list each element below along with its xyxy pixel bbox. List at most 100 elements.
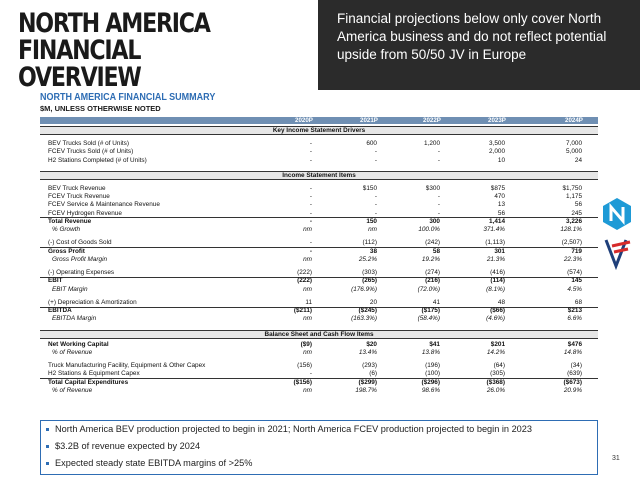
row-value: ($175)	[421, 307, 440, 314]
row-value: 25.2%	[358, 255, 377, 263]
column-header: 2022P	[423, 117, 441, 124]
row-value: 198.7%	[355, 386, 377, 394]
row-label: FCEV Hydrogen Revenue	[48, 209, 122, 217]
row-value: (176.9%)	[351, 285, 377, 293]
row-value: 13.4%	[358, 348, 377, 356]
row-value: -	[309, 148, 312, 156]
row-label: FCEV Service & Maintenance Revenue	[48, 201, 160, 209]
row-value: (34)	[570, 362, 582, 369]
row-value: 470	[494, 193, 505, 200]
row-value: -	[437, 193, 440, 200]
logos	[603, 198, 631, 271]
row-value: (114)	[490, 277, 505, 285]
row-value: 100.0%	[418, 226, 440, 233]
row-value: $41	[429, 340, 440, 348]
bullet-item: North America BEV production projected t…	[45, 424, 533, 434]
logo-stripes	[611, 240, 631, 254]
page-number: 31	[612, 455, 620, 462]
row-value: 300	[429, 217, 440, 225]
row-value: (156)	[297, 362, 312, 369]
row-value: (72.0%)	[417, 285, 440, 293]
row-value: -	[374, 156, 377, 164]
row-value: 56	[497, 209, 505, 217]
column-header: 2024P	[565, 117, 583, 124]
row-value: 10	[497, 156, 505, 164]
title: NORTH AMERICA FINANCIAL OVERVIEW	[18, 8, 211, 93]
row-value: nm	[303, 255, 312, 263]
row-label: Total Capital Expenditures	[48, 378, 129, 386]
row-value: -	[309, 217, 312, 225]
row-value: (6)	[369, 370, 377, 378]
row-value: (574)	[567, 269, 582, 276]
row-value: (265)	[362, 277, 377, 285]
row-value: (639)	[567, 370, 582, 378]
summary-title: NORTH AMERICA FINANCIAL SUMMARY	[40, 92, 216, 103]
row-value: 1,175	[566, 193, 582, 200]
row-value: -	[309, 193, 312, 200]
row-value: (222)	[297, 277, 312, 285]
row-value: -	[374, 209, 377, 217]
row-value: -	[309, 201, 312, 209]
row-value: 48	[497, 298, 505, 306]
row-label: FCEV Trucks Sold (# of Units)	[48, 148, 134, 156]
row-value: nm	[303, 386, 312, 394]
row-value: ($66)	[490, 307, 505, 314]
row-value: $150	[362, 184, 377, 192]
row-value: -	[374, 193, 377, 200]
row-value: 26.0%	[486, 386, 505, 394]
row-value: (196)	[425, 362, 440, 369]
row-value: 38	[369, 247, 377, 255]
row-label: % Growth	[52, 226, 81, 233]
row-value: 19.2%	[421, 255, 440, 263]
row-label: % of Revenue	[52, 386, 93, 394]
row-value: -	[437, 148, 440, 156]
row-value: (305)	[490, 370, 505, 378]
bullet-item: $3.2B of revenue expected by 2024	[45, 441, 201, 451]
row-label: Net Working Capital	[48, 340, 109, 348]
row-label: Gross Profit	[48, 247, 85, 255]
row-value: $20	[366, 340, 377, 348]
row-value: -	[309, 209, 312, 217]
row-label: Gross Profit Margin	[52, 255, 108, 263]
row-value: ($673)	[563, 378, 582, 386]
callout-text: Financial projections below only cover N…	[337, 11, 607, 62]
row-value: 6.6%	[567, 315, 582, 323]
row-label: Truck Manufacturing Facility, Equipment …	[48, 362, 206, 369]
row-value: -	[309, 156, 312, 164]
row-rule	[40, 217, 598, 219]
row-value: 371.4%	[483, 226, 505, 233]
row-label: Total Revenue	[48, 217, 92, 225]
row-value: -	[309, 370, 312, 378]
row-value: (163.3%)	[351, 315, 377, 323]
column-header: 2023P	[488, 117, 506, 124]
row-value: 13.8%	[421, 348, 440, 356]
row-value: 600	[366, 140, 377, 147]
row-value: 128.1%	[560, 226, 582, 233]
row-label: EBIT	[48, 277, 63, 285]
row-value: 56	[574, 201, 582, 209]
row-value: (64)	[493, 362, 505, 369]
row-value: -	[437, 209, 440, 217]
row-rule	[40, 378, 598, 380]
row-value: 41	[432, 298, 440, 306]
row-value: (2,507)	[561, 239, 582, 247]
row-label: EBIT Margin	[52, 285, 88, 293]
row-value: 68	[574, 298, 582, 306]
row-value: 1,200	[424, 140, 440, 147]
row-label: BEV Truck Revenue	[48, 184, 106, 192]
row-value: 145	[571, 277, 582, 285]
row-value: 719	[571, 247, 582, 255]
row-label: (-) Operating Expenses	[48, 269, 115, 276]
row-value: 20.9%	[563, 386, 582, 394]
row-value: 11	[305, 298, 312, 306]
row-value: (293)	[362, 362, 377, 369]
row-value: $300	[425, 184, 440, 192]
row-value: (222)	[297, 269, 312, 276]
row-value: $213	[567, 307, 582, 314]
row-value: -	[309, 140, 312, 147]
row-value: nm	[303, 348, 312, 356]
bullet-item: Expected steady state EBITDA margins of …	[45, 458, 253, 468]
row-label: (-) Cost of Goods Sold	[48, 239, 112, 247]
row-value: 2,000	[489, 148, 505, 156]
row-value: 20	[369, 298, 377, 306]
